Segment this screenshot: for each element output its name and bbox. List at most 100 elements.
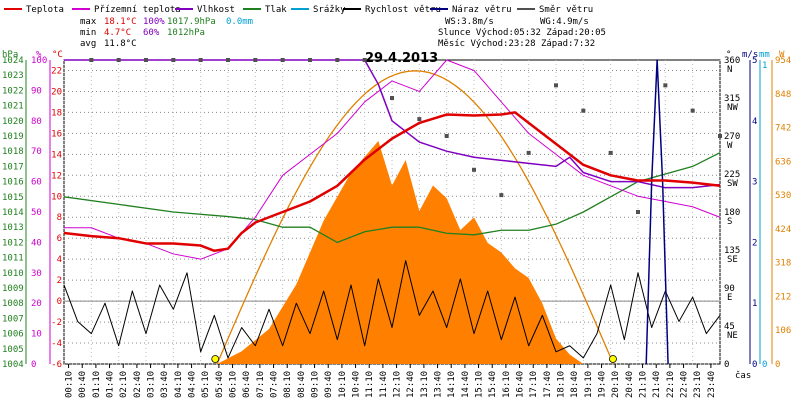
wind-gust-line <box>645 59 669 365</box>
legend-label-1: Přízemní teplota <box>94 5 181 15</box>
ground-temp-line <box>64 59 721 260</box>
hpa-tick-11: 1013 <box>2 223 24 233</box>
x-tick-38: 19:10 <box>584 371 594 398</box>
hpa-tick-10: 1014 <box>2 208 24 218</box>
x-tick-30: 15:10 <box>475 371 485 398</box>
wind-dir-point-18 <box>581 108 586 113</box>
x-tick-39: 19:40 <box>598 371 608 398</box>
x-tick-18: 09:10 <box>311 371 321 398</box>
wind-dir-point-6 <box>253 58 258 62</box>
w-tick-5: 424 <box>775 225 791 235</box>
x-tick-40: 20:10 <box>611 371 621 398</box>
dir-tick-7: 45 <box>724 322 735 332</box>
x-tick-43: 21:40 <box>652 371 662 398</box>
dir-tick-3: 225 <box>724 170 740 180</box>
x-tick-0: 00:10 <box>65 371 75 398</box>
x-tick-32: 16:10 <box>502 371 512 398</box>
w-axis-title: W <box>779 50 785 60</box>
wind-dir-point-17 <box>554 83 558 88</box>
dir-name-6: E <box>727 293 732 303</box>
hpa-axis-title: hPa <box>2 50 18 60</box>
wind-dir-point-12 <box>417 117 422 122</box>
c-tick-1: 20 <box>51 87 62 97</box>
solar-radiation-area <box>217 140 584 364</box>
hpa-tick-1: 1023 <box>2 71 24 81</box>
x-tick-33: 16:40 <box>516 371 526 398</box>
hpa-tick-20: 1004 <box>2 360 24 370</box>
humidity-line <box>64 59 721 189</box>
pct-tick-0: 100 <box>31 56 47 66</box>
temperature-line <box>63 111 721 253</box>
chart-title: 29.4.2013 <box>365 51 438 66</box>
wind-dir-point-15 <box>499 193 504 198</box>
hpa-tick-9: 1015 <box>2 193 24 203</box>
x-tick-27: 13:40 <box>434 371 444 398</box>
x-tick-46: 23:10 <box>693 371 703 398</box>
wind-dir-point-5 <box>226 58 230 62</box>
theoretical-solar-curve <box>216 70 614 365</box>
c-tick-14: -6 <box>51 360 62 370</box>
x-tick-7: 03:40 <box>160 371 170 398</box>
legend-label-0: Teplota <box>26 5 64 15</box>
avg-temp: 11.8°C <box>104 39 137 49</box>
sunset-marker <box>609 355 617 363</box>
wind-dir-point-7 <box>280 58 285 62</box>
x-tick-10: 05:10 <box>201 371 211 398</box>
pct-tick-3: 70 <box>31 147 42 157</box>
x-tick-36: 18:10 <box>557 371 567 398</box>
ms-tick-3: 2 <box>752 238 757 248</box>
w-tick-4: 530 <box>775 191 791 201</box>
c-tick-9: 4 <box>57 255 62 265</box>
legend-label-5: Rychlost větru <box>365 5 441 15</box>
moon-times: Měsíc Východ:23:28 Západ:7:32 <box>438 39 595 49</box>
stats-panel: max 18.1°C 100% 1017.9hPa 0.0mm min 4.7°… <box>80 17 606 49</box>
x-tick-24: 12:10 <box>393 371 403 398</box>
x-tick-31: 15:40 <box>488 371 498 398</box>
chart-legend: Teplota Přízemní teplota Vlhkost Tlak Srážky… <box>4 5 593 15</box>
c-tick-0: 22 <box>51 66 62 76</box>
pct-tick-5: 50 <box>31 208 42 218</box>
legend-label-7: Směr větru <box>539 5 593 15</box>
hpa-tick-8: 1016 <box>2 178 24 188</box>
x-tick-45: 22:40 <box>680 371 690 398</box>
wind-dir-point-8 <box>308 58 312 62</box>
x-tick-34: 17:10 <box>529 371 539 398</box>
ms-tick-1: 4 <box>752 117 757 127</box>
dir-name-3: SW <box>727 179 738 189</box>
mm-tick-0: 1 <box>762 61 767 71</box>
wind-dir-point-22 <box>690 108 695 113</box>
ms-tick-0: 5 <box>752 56 757 66</box>
hpa-tick-2: 1022 <box>2 86 24 96</box>
max-pres: 1017.9hPa <box>167 17 216 27</box>
wind-dir-point-19 <box>608 150 613 155</box>
hpa-tick-3: 1021 <box>2 102 24 112</box>
w-tick-2: 742 <box>775 124 791 134</box>
hpa-tick-18: 1006 <box>2 330 24 340</box>
dir-tick-1: 315 <box>724 94 740 104</box>
x-tick-5: 02:40 <box>133 371 143 398</box>
sunrise-marker <box>211 355 220 363</box>
wind-dir-point-13 <box>444 134 449 138</box>
legend-label-6: Náraz větru <box>452 5 512 15</box>
x-tick-19: 09:40 <box>324 371 334 398</box>
c-tick-10: 2 <box>57 276 62 286</box>
ws-value: WS:3.8m/s <box>445 17 494 27</box>
hpa-tick-15: 1009 <box>2 284 24 294</box>
x-tick-13: 06:40 <box>242 371 252 398</box>
dir-name-7: NE <box>727 331 738 341</box>
ms-tick-5: 0 <box>752 360 757 370</box>
x-tick-9: 04:40 <box>188 371 198 398</box>
legend-label-2: Vlhkost <box>197 5 235 15</box>
wind-dir-point-4 <box>198 58 203 62</box>
hpa-tick-4: 1020 <box>2 117 24 127</box>
w-tick-9: 0 <box>775 360 780 370</box>
hpa-tick-16: 1008 <box>2 299 24 309</box>
legend-label-3: Tlak <box>265 5 287 15</box>
c-tick-7: 8 <box>57 213 62 223</box>
avg-label: avg <box>80 39 96 49</box>
mm-axis-title: mm <box>759 50 770 60</box>
c-tick-5: 12 <box>51 171 62 181</box>
hpa-tick-17: 1007 <box>2 314 24 324</box>
pct-tick-7: 30 <box>31 269 42 279</box>
